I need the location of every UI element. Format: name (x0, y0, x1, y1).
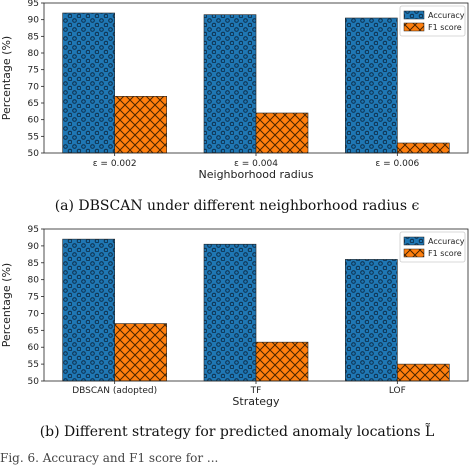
caption-b: (b) Different strategy for predicted ano… (40, 422, 435, 440)
legend-label: F1 score (428, 23, 462, 32)
bar-f1-score (255, 341, 309, 382)
x-tick-label: TF (250, 386, 262, 396)
y-tick-label: 75 (28, 66, 39, 76)
y-tick-label: 80 (28, 276, 40, 286)
bar-accuracy (345, 17, 398, 154)
bar-accuracy (203, 14, 257, 154)
y-tick-label: 50 (28, 377, 40, 387)
y-tick-label: 60 (28, 116, 40, 126)
chart-strategy: DBSCAN (adopted) TF LOF 50 55 60 65 70 75 80 85 90 9… (0, 225, 469, 408)
bar-accuracy (62, 238, 115, 382)
caption-a: (a) DBSCAN under different neighborhood … (55, 198, 420, 214)
y-tick-label: 55 (28, 132, 39, 142)
bar-f1-score (114, 96, 167, 154)
y-tick-label: 65 (28, 326, 39, 336)
y-axis-label: Percentage (%) (0, 36, 13, 120)
legend-label: Accuracy (428, 237, 465, 246)
legend-label: F1 score (428, 249, 462, 258)
bar-f1-score (114, 323, 167, 382)
figure-footer: Fig. 6. Accuracy and F1 score for ... (0, 451, 218, 465)
plot-frame (43, 2, 469, 154)
bar-f1-score (397, 142, 450, 154)
y-axis-label: Percentage (%) (0, 263, 13, 347)
legend-label: Accuracy (428, 11, 465, 20)
y-tick-label: 85 (28, 32, 39, 42)
bar-accuracy (345, 259, 398, 382)
bar-accuracy (62, 12, 115, 154)
y-tick-label: 65 (28, 99, 39, 109)
y-tick-label: 90 (28, 16, 40, 26)
bar-accuracy (203, 243, 257, 382)
x-axis-label: Strategy (232, 395, 280, 408)
y-tick-label: 50 (28, 149, 40, 159)
x-axis-label: Neighborhood radius (199, 168, 314, 181)
y-tick-label: 60 (28, 343, 40, 353)
bar-f1-score (255, 112, 309, 154)
x-tick-label: LOF (389, 386, 406, 396)
legend-swatch (403, 248, 425, 258)
y-tick-label: 55 (28, 360, 39, 370)
x-tick-label: ε = 0.004 (234, 159, 278, 169)
legend-swatch (403, 22, 425, 32)
y-tick-label: 70 (28, 309, 40, 319)
legend-swatch (403, 236, 425, 246)
y-tick-label: 95 (28, 0, 39, 9)
bar-f1-score (397, 363, 450, 382)
y-tick-label: 95 (28, 225, 39, 235)
plot-frame (43, 228, 469, 382)
y-tick-label: 75 (28, 293, 39, 303)
legend-swatch (403, 10, 425, 20)
y-tick-label: 80 (28, 49, 40, 59)
y-tick-label: 70 (28, 82, 40, 92)
y-tick-label: 85 (28, 259, 39, 269)
x-tick-label: ε = 0.002 (93, 159, 137, 169)
x-tick-label: DBSCAN (adopted) (72, 386, 157, 396)
chart-dbscan-radius: ε = 0.002 ε = 0.004 ε = 0.006 50 55 60 65 70 75 8… (0, 0, 469, 181)
x-tick-label: ε = 0.006 (375, 159, 419, 169)
y-tick-label: 90 (28, 242, 40, 252)
